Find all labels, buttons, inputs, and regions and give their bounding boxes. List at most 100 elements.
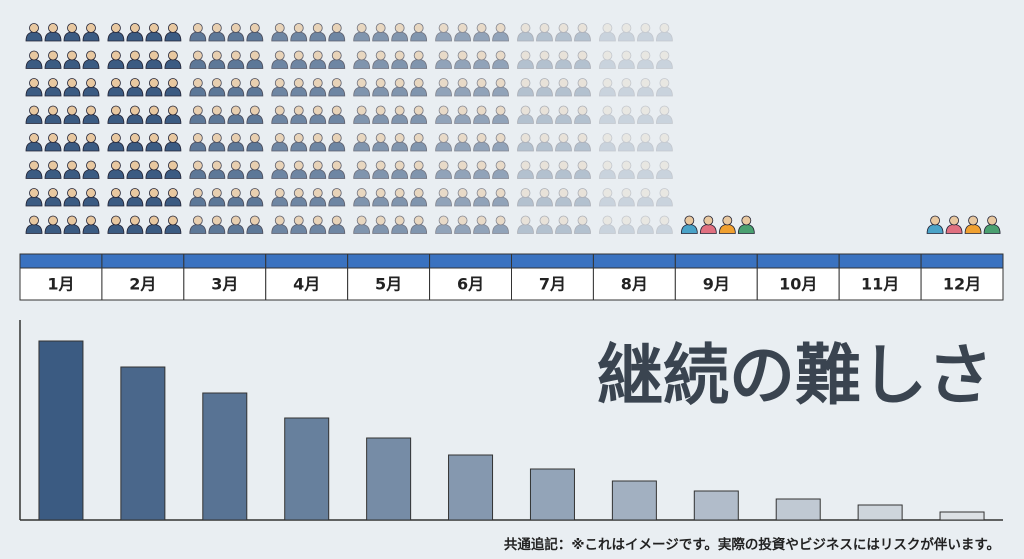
person-head bbox=[130, 215, 140, 226]
person-body bbox=[328, 141, 346, 152]
person-body bbox=[618, 114, 635, 124]
bar bbox=[775, 498, 821, 521]
person-head bbox=[949, 215, 959, 226]
person-body bbox=[189, 224, 207, 234]
person-head bbox=[457, 215, 468, 226]
person-body bbox=[63, 141, 81, 152]
x-tick-label: 4月 bbox=[293, 275, 320, 294]
bar bbox=[366, 437, 412, 521]
person-head bbox=[249, 188, 260, 198]
person-head bbox=[558, 50, 569, 61]
person-head bbox=[659, 50, 670, 61]
person-body bbox=[309, 31, 327, 42]
person-head bbox=[495, 50, 506, 61]
person-body bbox=[107, 141, 125, 152]
person-body bbox=[517, 31, 534, 42]
person-head bbox=[293, 188, 304, 198]
person-head bbox=[394, 105, 405, 116]
person-body bbox=[737, 224, 755, 234]
person-head bbox=[394, 133, 405, 143]
person-head bbox=[356, 188, 367, 198]
person-body bbox=[271, 59, 289, 69]
x-tick-label: 5月 bbox=[375, 275, 402, 294]
person-body bbox=[290, 86, 308, 97]
person-head bbox=[640, 50, 651, 61]
person-body bbox=[271, 169, 289, 179]
person-head bbox=[249, 215, 260, 226]
person-head bbox=[457, 50, 468, 61]
person-body bbox=[82, 141, 100, 152]
person-head bbox=[520, 160, 531, 171]
person-head bbox=[312, 23, 323, 33]
person-head bbox=[539, 23, 550, 33]
person-body bbox=[536, 224, 553, 234]
person-head bbox=[230, 133, 241, 143]
person-body bbox=[208, 86, 226, 97]
person-body bbox=[391, 169, 409, 179]
person-body bbox=[328, 224, 346, 234]
person-body bbox=[63, 86, 81, 97]
person-body bbox=[126, 141, 144, 152]
person-body bbox=[555, 224, 572, 234]
person-head bbox=[312, 50, 323, 61]
person-head bbox=[577, 160, 588, 171]
person-body bbox=[328, 169, 346, 179]
person-head bbox=[577, 105, 588, 116]
icon-group bbox=[25, 23, 100, 234]
person-body bbox=[107, 86, 125, 97]
person-head bbox=[476, 105, 487, 116]
person-body bbox=[410, 196, 428, 207]
person-head bbox=[640, 105, 651, 116]
person-head bbox=[495, 105, 506, 116]
person-head bbox=[48, 105, 58, 116]
month-cell bbox=[756, 267, 840, 301]
person-body bbox=[44, 196, 62, 207]
person-body bbox=[637, 114, 654, 124]
person-body bbox=[574, 59, 591, 69]
person-head bbox=[192, 50, 203, 61]
person-body bbox=[107, 169, 125, 179]
person-body bbox=[574, 224, 591, 234]
person-head bbox=[987, 215, 997, 226]
person-body bbox=[372, 141, 390, 152]
person-head bbox=[130, 105, 140, 116]
person-body bbox=[391, 86, 409, 97]
person-body bbox=[271, 31, 289, 42]
person-head bbox=[249, 105, 260, 116]
person-head bbox=[539, 50, 550, 61]
person-head bbox=[192, 23, 203, 33]
person-head bbox=[520, 105, 531, 116]
person-head bbox=[375, 160, 386, 171]
person-body bbox=[353, 114, 371, 124]
person-head bbox=[149, 160, 159, 171]
bar bbox=[120, 366, 166, 521]
person-head bbox=[476, 188, 487, 198]
x-tick-label: 2月 bbox=[129, 275, 156, 294]
person-body bbox=[189, 59, 207, 69]
person-head bbox=[640, 133, 651, 143]
person-head bbox=[230, 50, 241, 61]
person-head bbox=[684, 215, 695, 226]
person-head bbox=[29, 133, 39, 143]
person-head bbox=[457, 23, 468, 33]
person-head bbox=[577, 78, 588, 88]
person-body bbox=[680, 224, 698, 234]
person-head bbox=[192, 78, 203, 88]
person-body bbox=[983, 224, 1001, 234]
person-head bbox=[149, 23, 159, 33]
person-head bbox=[130, 133, 140, 143]
person-body bbox=[44, 169, 62, 179]
person-head bbox=[495, 188, 506, 198]
person-body bbox=[435, 86, 452, 97]
person-head bbox=[356, 23, 367, 33]
person-head bbox=[659, 160, 670, 171]
person-head bbox=[621, 105, 632, 116]
person-head bbox=[312, 78, 323, 88]
person-head bbox=[356, 133, 367, 143]
person-head bbox=[312, 105, 323, 116]
person-body bbox=[164, 59, 182, 69]
person-body bbox=[637, 196, 654, 207]
person-body bbox=[82, 169, 100, 179]
month-header bbox=[19, 253, 103, 269]
person-body bbox=[25, 224, 43, 234]
